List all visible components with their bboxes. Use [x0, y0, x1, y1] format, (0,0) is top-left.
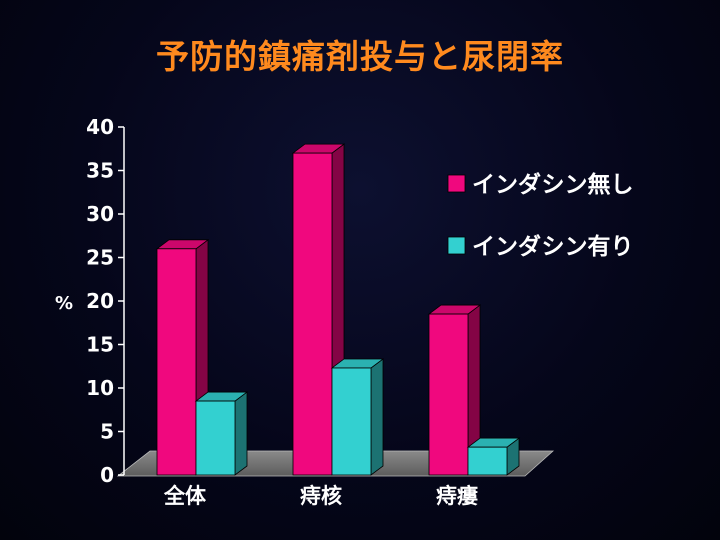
bar — [427, 304, 482, 476]
bar-front-face — [292, 152, 333, 476]
y-tick-label: 10 — [86, 376, 114, 400]
y-tick-label: 40 — [86, 115, 114, 139]
y-tick-label: 20 — [86, 289, 114, 313]
bar-front-face — [428, 313, 469, 476]
bar — [330, 358, 385, 476]
y-axis-label: % — [55, 293, 73, 314]
legend-swatch — [447, 236, 466, 255]
bar — [155, 239, 210, 476]
x-category-label: 痔核 — [300, 484, 342, 508]
y-axis-ticks: 0 5 10 15 20 25 30 35 40 — [86, 115, 124, 487]
legend-item: インダシン無し — [447, 171, 633, 198]
chart-title: 予防的鎮痛剤投与と尿閉率 — [156, 37, 564, 76]
y-tick-label: 30 — [86, 202, 114, 226]
bar — [466, 437, 521, 476]
bar-front-face — [331, 367, 372, 476]
y-tick-label: 35 — [86, 159, 114, 183]
y-tick-label: 15 — [86, 333, 114, 357]
x-axis-categories: 全体 痔核 痔瘻 — [163, 484, 478, 508]
bar-front-face — [156, 248, 197, 476]
bars — [155, 143, 521, 476]
x-category-label: 全体 — [163, 484, 207, 508]
y-tick-label: 5 — [100, 420, 114, 444]
bar-side-face — [370, 358, 384, 476]
legend-swatch — [447, 174, 466, 193]
bar-side-face — [234, 391, 248, 476]
bar — [194, 391, 249, 476]
y-tick-label: 0 — [100, 463, 114, 487]
legend-item: インダシン有り — [447, 233, 633, 260]
x-category-label: 痔瘻 — [436, 484, 478, 508]
bar-front-face — [467, 446, 508, 476]
y-tick-label: 25 — [86, 246, 114, 270]
legend-label: インダシン無し — [472, 171, 633, 198]
legend-label: インダシン有り — [472, 233, 633, 260]
bar-front-face — [195, 400, 236, 476]
